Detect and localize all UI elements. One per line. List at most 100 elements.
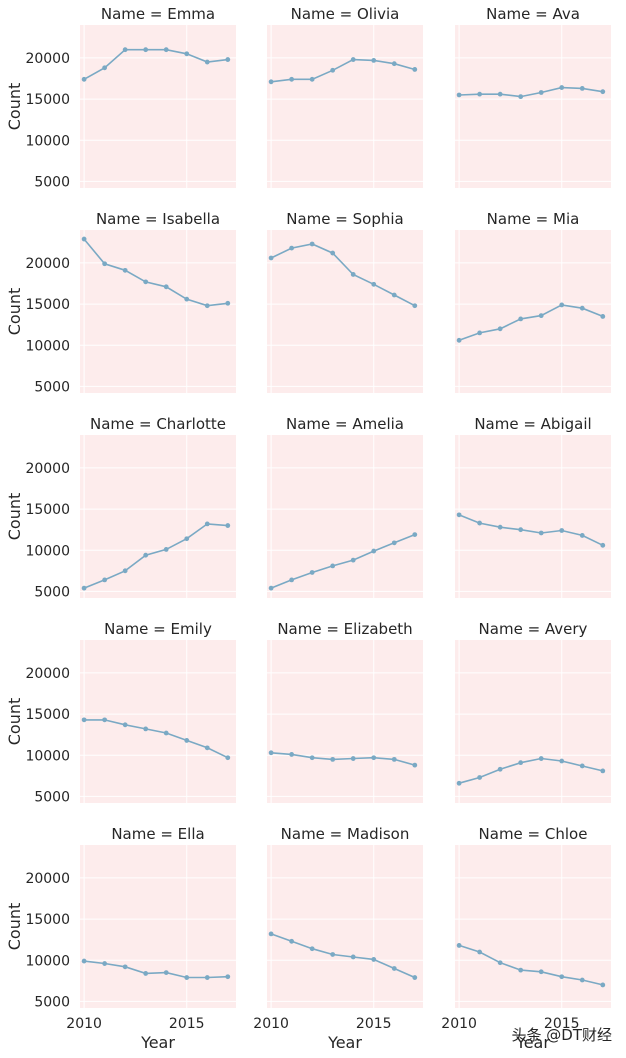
data-point [268, 585, 274, 591]
panel-title: Name = Olivia [291, 5, 400, 23]
data-point [163, 284, 169, 290]
y-tick-label: 15000 [25, 912, 70, 928]
panel-title: Name = Emily [104, 620, 212, 638]
data-point [268, 931, 274, 937]
data-point [456, 943, 462, 948]
y-tick-label: 10000 [25, 133, 70, 149]
data-point [518, 94, 524, 100]
data-point [497, 326, 503, 332]
x-tick-label: 2015 [356, 1016, 392, 1032]
data-point [225, 974, 231, 980]
data-point [330, 250, 336, 256]
data-point [204, 975, 210, 980]
data-point [204, 521, 210, 527]
data-point [412, 67, 418, 72]
x-tick-label: 2015 [544, 1016, 580, 1032]
data-point [268, 750, 274, 756]
data-point [600, 89, 606, 95]
data-point [81, 958, 87, 964]
data-point [579, 305, 585, 311]
data-point [497, 524, 503, 530]
data-point [122, 47, 128, 53]
data-point [412, 762, 418, 768]
data-point [122, 964, 128, 970]
y-axis-label: Count [5, 288, 24, 336]
data-point [163, 970, 169, 976]
y-tick-label: 5000 [34, 379, 70, 395]
data-point [538, 969, 544, 975]
panel-title: Name = Madison [281, 825, 410, 843]
data-point [477, 91, 483, 97]
data-point [163, 547, 169, 552]
series-line-chloe [458, 944, 603, 986]
data-point [371, 755, 377, 761]
data-point [579, 977, 585, 983]
facet-panel-elizabeth: Name = Elizabeth [267, 620, 423, 803]
series-line-mia [458, 304, 604, 342]
data-point [559, 528, 565, 533]
data-point [289, 938, 295, 944]
y-tick-label: 5000 [34, 994, 70, 1010]
data-point [204, 59, 210, 65]
panel-background [80, 25, 236, 188]
data-point [122, 568, 128, 574]
data-point [102, 577, 108, 583]
data-point [102, 717, 108, 723]
panel-background [267, 845, 423, 1008]
data-point [289, 245, 295, 251]
panel-background [267, 230, 423, 393]
data-point [391, 292, 397, 298]
panel-title: Name = Emma [101, 5, 215, 23]
data-point [391, 61, 397, 67]
data-point [184, 51, 190, 57]
data-point [289, 76, 295, 82]
data-point [102, 261, 108, 267]
y-tick-label: 20000 [25, 666, 70, 682]
panel-title: Name = Ava [486, 5, 580, 23]
panel-title: Name = Chloe [479, 825, 588, 843]
panel-background [267, 435, 423, 598]
facet-panel-mia: Name = Mia [455, 210, 611, 393]
data-point [81, 585, 87, 591]
data-point [225, 755, 231, 761]
facet-panel-sophia: Name = Sophia [267, 210, 423, 393]
series-line-avery [458, 757, 603, 784]
data-point [225, 523, 231, 528]
panel-title: Name = Isabella [96, 210, 220, 228]
data-point [600, 542, 606, 548]
series-line-madison [270, 933, 416, 979]
x-tick-label: 2010 [441, 1016, 477, 1032]
series-line-abigail [458, 514, 604, 547]
data-point [538, 90, 544, 95]
data-point [184, 975, 190, 980]
data-point [350, 954, 356, 960]
series-line-ava [459, 86, 603, 98]
panel-background [267, 25, 423, 188]
data-point [309, 755, 315, 761]
y-tick-label: 15000 [25, 707, 70, 723]
data-point [163, 730, 169, 736]
panel-background [80, 845, 236, 1008]
data-point [309, 946, 315, 952]
x-tick-label: 2010 [66, 1016, 102, 1032]
data-point [371, 57, 377, 63]
data-point [477, 330, 483, 336]
data-point [184, 536, 190, 542]
panel-title: Name = Charlotte [90, 415, 226, 433]
data-point [477, 520, 483, 526]
data-point [225, 57, 231, 62]
data-point [330, 756, 336, 762]
data-point [268, 255, 274, 261]
data-point [81, 717, 87, 723]
panel-title: Name = Sophia [286, 210, 403, 228]
series-line-ella [84, 960, 228, 979]
series-line-isabella [83, 238, 228, 307]
panel-title: Name = Avery [479, 620, 588, 638]
x-axis-label: Year [140, 1033, 175, 1052]
series-line-emily [84, 719, 229, 759]
y-tick-label: 5000 [34, 584, 70, 600]
facet-panel-abigail: Name = Abigail [455, 415, 611, 598]
